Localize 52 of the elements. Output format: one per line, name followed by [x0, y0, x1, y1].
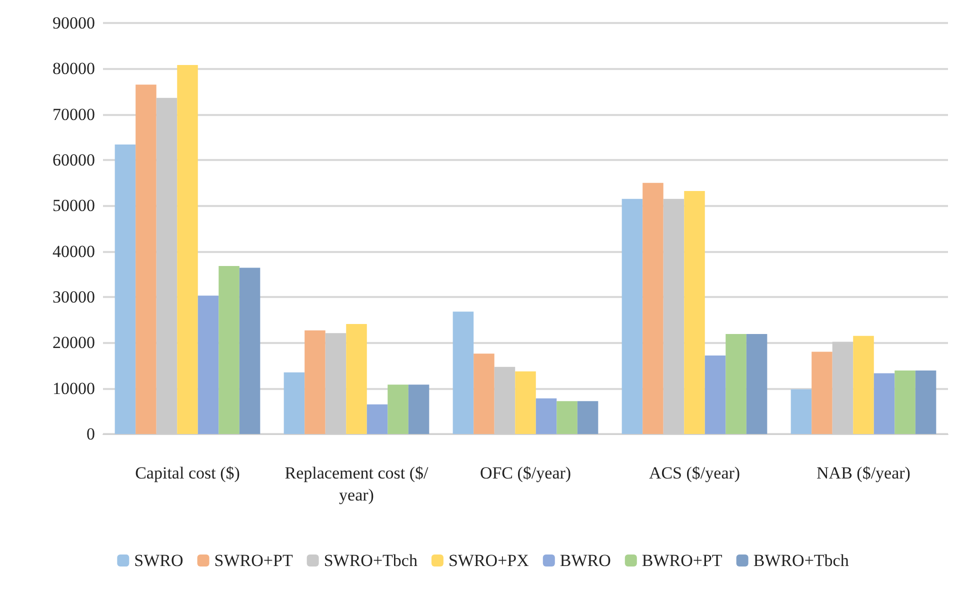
bar: [474, 354, 494, 434]
bar: [136, 84, 156, 434]
legend-label: BWRO+PT: [642, 551, 723, 570]
x-tick-label: Replacement cost ($/year): [284, 464, 429, 504]
legend-label: SWRO+PX: [448, 551, 529, 570]
bar: [515, 371, 536, 434]
bar: [622, 198, 643, 434]
bar: [726, 334, 746, 434]
legend-label: BWRO+Tbch: [753, 551, 850, 570]
y-tick-label: 10000: [52, 378, 95, 398]
bar: [452, 312, 474, 434]
bar: [874, 373, 895, 434]
bar: [198, 296, 219, 434]
y-tick-label: 30000: [52, 288, 95, 306]
x-tick-label: NAB ($/year): [816, 464, 910, 482]
bar: [790, 389, 812, 434]
bar: [812, 352, 832, 434]
bar: [114, 144, 136, 434]
legend-label: BWRO: [560, 551, 611, 570]
bar: [346, 324, 367, 434]
bar: [239, 268, 260, 434]
bar: [556, 401, 578, 434]
bar: [704, 355, 726, 434]
y-tick-label: 60000: [52, 150, 95, 170]
bar: [304, 330, 326, 434]
bar: [218, 266, 240, 434]
y-tick-label: 0: [86, 424, 95, 444]
x-tick-label: Capital cost ($): [135, 464, 240, 482]
legend-label: SWRO+Tbch: [324, 551, 418, 570]
bar: [366, 404, 388, 434]
x-tick-label: OFC ($/year): [480, 464, 572, 482]
y-tick-label: 70000: [52, 104, 95, 124]
y-tick-label: 40000: [52, 242, 95, 261]
legend-label: SWRO+PT: [214, 551, 294, 570]
y-tick-label: 80000: [52, 59, 95, 78]
bar: [894, 370, 916, 434]
y-tick-label: 20000: [52, 333, 95, 352]
legend-label: SWRO: [134, 551, 184, 570]
bar: [177, 65, 198, 434]
bar: [915, 370, 936, 434]
y-tick-label: 50000: [52, 196, 95, 216]
bar: [642, 182, 664, 434]
bar: [853, 336, 874, 434]
bar: [388, 384, 408, 434]
bar: [536, 398, 557, 434]
bar: [408, 384, 430, 434]
y-tick-label: 90000: [52, 14, 95, 32]
bar: [746, 334, 768, 434]
x-tick-label: ACS ($/year): [648, 464, 740, 482]
bar: [684, 191, 705, 434]
bar: [284, 372, 305, 434]
bar: [577, 401, 598, 434]
